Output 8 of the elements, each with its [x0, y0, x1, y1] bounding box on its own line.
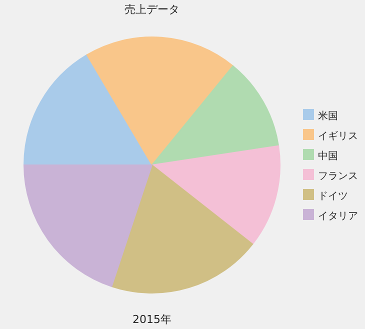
text: 2015年 — [132, 313, 172, 326]
legend-label: イタリア — [318, 211, 358, 222]
legend-label: イギリス — [318, 130, 358, 142]
legend-label: フランス — [318, 171, 358, 182]
legend-label: 米国 — [318, 110, 338, 122]
chart-title: 売上データ — [124, 3, 180, 16]
legend-label: ドイツ — [318, 191, 348, 202]
legend-label: 中国 — [318, 150, 338, 162]
